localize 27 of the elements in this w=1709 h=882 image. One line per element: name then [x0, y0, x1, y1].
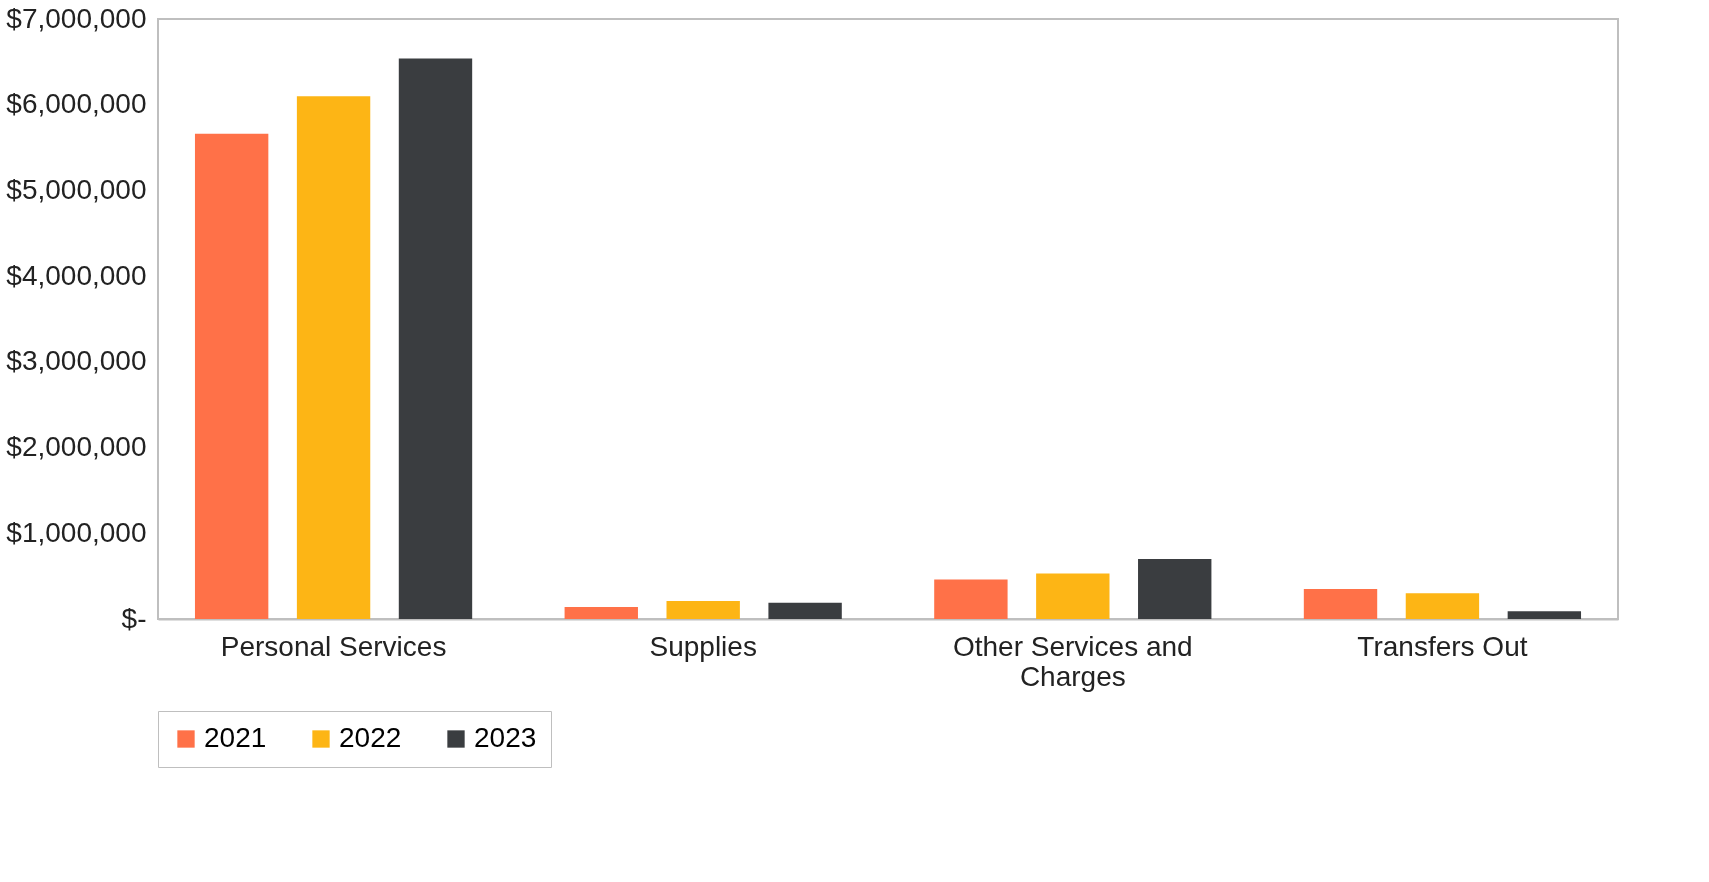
y-tick-label: $4,000,000 — [6, 259, 147, 291]
bar — [1303, 589, 1378, 619]
bar — [768, 602, 842, 619]
x-tick-label: Transfers Out — [1357, 630, 1528, 662]
bar — [564, 607, 638, 619]
legend-label: 2023 — [474, 722, 537, 753]
x-tick-label: Other Services and Charges — [952, 630, 1193, 692]
bar — [194, 133, 269, 619]
y-tick-label: $3,000,000 — [6, 345, 147, 377]
bar — [398, 58, 473, 619]
bar — [1405, 593, 1480, 619]
y-tick-label: $1,000,000 — [6, 516, 147, 548]
legend-label: 2022 — [339, 722, 402, 753]
bar — [1138, 559, 1212, 619]
x-tick-label: Personal Services — [220, 630, 447, 662]
y-tick-label: $7,000,000 — [6, 2, 147, 34]
bar — [296, 96, 371, 619]
bar — [934, 579, 1008, 619]
y-tick-label: $- — [121, 602, 147, 634]
x-tick-label: Supplies — [649, 630, 757, 662]
y-tick-label: $5,000,000 — [6, 173, 147, 205]
legend-label: 2021 — [204, 722, 267, 753]
y-tick-label: $6,000,000 — [6, 88, 147, 120]
bar — [1507, 611, 1582, 619]
bar — [1036, 573, 1110, 619]
y-tick-label: $2,000,000 — [6, 431, 147, 463]
bar — [666, 601, 740, 619]
